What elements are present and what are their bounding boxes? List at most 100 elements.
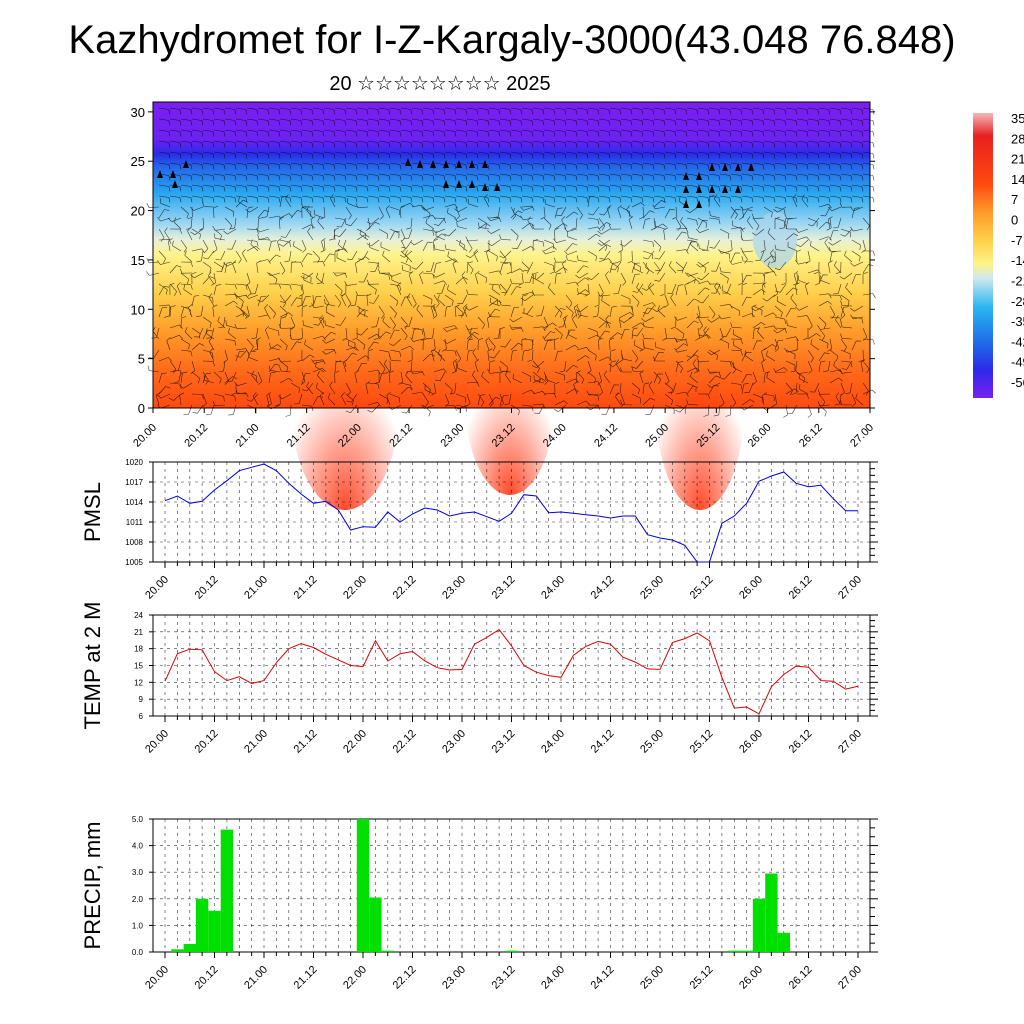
x-tick-label: 21.00 (234, 422, 262, 450)
x-tick-label: 24.12 (589, 574, 617, 602)
page-title: Kazhydromet for I-Z-Kargaly-3000(43.048 … (68, 18, 956, 62)
wind-flag-arrow (696, 200, 702, 208)
precip-bar (765, 873, 778, 952)
y-tick-label: 30 (131, 105, 145, 120)
x-tick-label: 26.00 (737, 574, 765, 602)
legend-label: 14 (1011, 172, 1024, 187)
wind-flag-arrow (443, 180, 449, 188)
y-tick-label: 15 (134, 662, 143, 671)
y-tick-label: 25 (131, 154, 145, 169)
x-tick-label: 21.12 (292, 574, 320, 602)
y-tick-label: 1017 (125, 478, 143, 487)
x-tick-label: 20.12 (193, 964, 221, 992)
wind-barb-field (146, 107, 876, 418)
x-tick-label: 24.12 (589, 728, 617, 756)
wind-flag-arrow (170, 170, 176, 178)
wind-flag-arrow (722, 185, 728, 193)
wind-flag-arrow (183, 160, 189, 168)
y-axis-label: TEMP at 2 M (80, 602, 105, 730)
precip-bar (728, 950, 741, 952)
x-tick-label: 20.00 (143, 728, 171, 756)
x-tick-label: 21.00 (242, 728, 270, 756)
x-tick-label: 24.12 (592, 422, 620, 450)
wind-barbs (146, 107, 876, 418)
y-tick-label: 4.0 (132, 842, 144, 851)
precip-bar (752, 898, 766, 952)
wind-flag-arrow (430, 160, 436, 168)
y-axis-label: PRECIP, mm (80, 822, 105, 950)
x-tick-label: 23.00 (440, 574, 468, 602)
y-tick-label: 1014 (125, 498, 143, 507)
legend-label: -21 (1011, 273, 1024, 288)
precip-bar (369, 897, 382, 952)
precip-bar (777, 932, 790, 952)
x-tick-label: 20.00 (143, 964, 171, 992)
y-tick-label: 24 (134, 611, 143, 620)
y-tick-label: 10 (131, 302, 145, 317)
wind-flag-arrow (683, 172, 689, 180)
x-tick-label: 23.12 (490, 728, 518, 756)
wind-flag-arrow (172, 180, 178, 188)
wind-flag-arrow (443, 160, 449, 168)
wind-flag-arrow (405, 158, 411, 166)
x-tick-label: 25.12 (688, 574, 716, 602)
y-tick-label: 1011 (126, 518, 144, 527)
precip-bar (740, 950, 753, 952)
x-tick-label: 22.12 (391, 728, 419, 756)
legend-label: -7 (1011, 233, 1023, 248)
x-tick-label: 27.00 (836, 964, 864, 992)
wind-flag-arrow (469, 160, 475, 168)
x-tick-label: 22.00 (341, 964, 369, 992)
wind-flag-arrow (417, 160, 423, 168)
wind-flag-arrow (482, 160, 488, 168)
y-tick-label: 6 (139, 712, 144, 721)
series-line (164, 463, 858, 563)
wind-flag-arrow (696, 185, 702, 193)
x-tick-label: 24.00 (539, 574, 567, 602)
legend-label: -28 (1011, 294, 1024, 309)
precip-bar (505, 950, 518, 952)
x-tick-label: 26.00 (737, 728, 765, 756)
wind-flag-arrow (494, 183, 500, 191)
wind-flag-arrow (469, 180, 475, 188)
y-tick-label: 21 (134, 628, 143, 637)
legend-label: -42 (1011, 334, 1024, 349)
x-tick-label: 23.00 (440, 964, 468, 992)
wind-flag-arrow (456, 160, 462, 168)
legend-label: 28 (1011, 131, 1024, 146)
y-tick-label: 20 (131, 204, 145, 219)
wind-flag-arrow (456, 180, 462, 188)
precip-bar (183, 944, 196, 952)
x-tick-label: 26.12 (787, 574, 815, 602)
y-tick-label: 12 (134, 678, 143, 687)
x-tick-label: 25.00 (638, 574, 666, 602)
precip-panel: 0.0 1.0 2.0 3.0 4.0 5.0 20.00 20.12 21.00 21.12 22… (80, 815, 878, 992)
wind-flag-arrow (683, 200, 689, 208)
wind-flag-arrow (696, 172, 702, 180)
x-tick-label: 27.00 (836, 574, 864, 602)
temp-panel: 24 21 18 15 12 9 6 20.00 20.12 21.00 21.12 22.00 22.… (80, 602, 878, 756)
y-tick-label: 0.0 (132, 948, 144, 957)
wind-flag-arrow (157, 170, 163, 178)
precip-bar (171, 949, 184, 952)
x-tick-label: 20.00 (143, 574, 171, 602)
y-tick-label: 1020 (125, 458, 143, 467)
color-legend-bar (973, 113, 993, 398)
wind-flag-arrow (683, 185, 689, 193)
x-tick-label: 26.12 (787, 728, 815, 756)
cross-section-frame (152, 101, 871, 409)
x-tick-label: 24.12 (589, 964, 617, 992)
x-tick-label: 20.00 (131, 422, 159, 450)
wind-flag-arrow (722, 163, 728, 171)
date-subtitle: 20 ☆☆☆☆☆☆☆☆ 2025 (329, 73, 551, 95)
legend-label: -35 (1011, 314, 1024, 329)
grid-lines (153, 461, 870, 563)
x-tick-label: 23.00 (438, 422, 466, 450)
y-tick-label: 5 (138, 352, 145, 367)
x-tick-label: 25.12 (688, 964, 716, 992)
x-tick-label: 21.00 (242, 574, 270, 602)
y-tick-label: 1.0 (132, 921, 144, 930)
x-tick-label: 22.12 (391, 574, 419, 602)
x-tick-label: 22.00 (341, 574, 369, 602)
x-tick-label: 21.12 (292, 964, 320, 992)
